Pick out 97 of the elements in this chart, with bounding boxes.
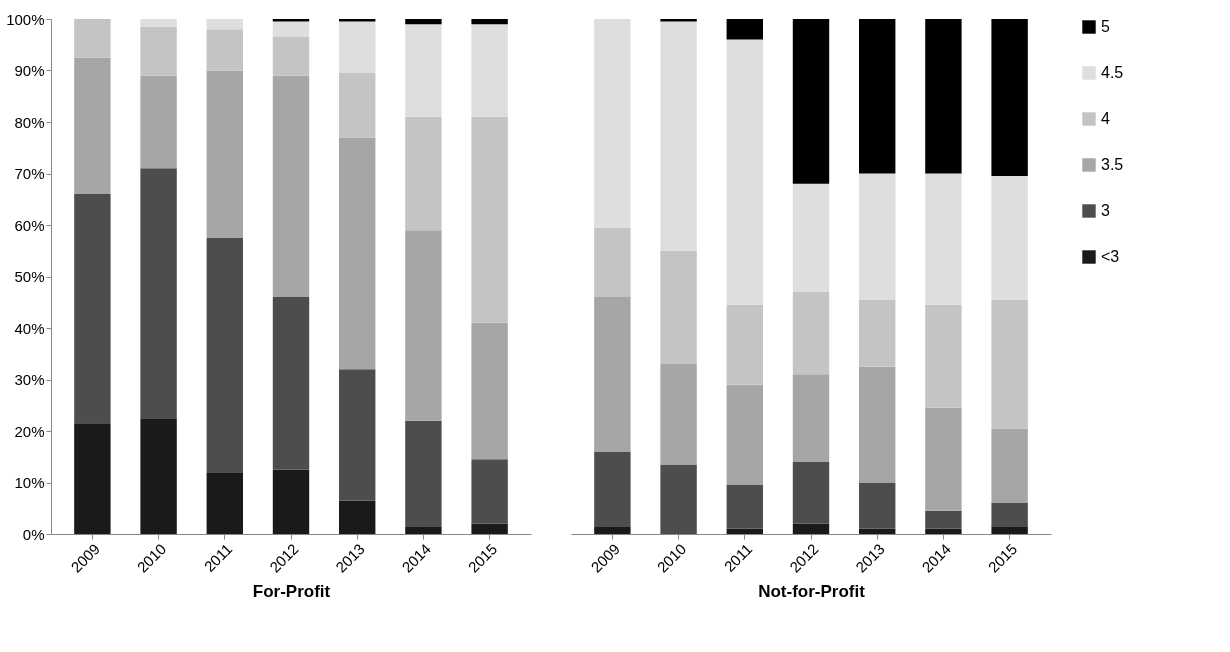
- bar: [140, 19, 177, 27]
- bar: [206, 472, 243, 534]
- bar: [339, 73, 376, 138]
- bar: [206, 19, 243, 30]
- bar: [206, 70, 243, 238]
- bar: [405, 19, 442, 25]
- y-tick-label: 50%: [14, 268, 45, 285]
- bar: [726, 485, 763, 529]
- bar: [991, 428, 1028, 504]
- bar: [925, 407, 962, 511]
- bar: [594, 297, 631, 452]
- bar: [660, 21, 697, 251]
- bar: [339, 500, 376, 534]
- bar: [405, 230, 442, 421]
- bar: [405, 420, 442, 527]
- bar: [140, 26, 177, 76]
- bar: [206, 29, 243, 71]
- y-tick-label: 20%: [14, 422, 45, 440]
- legend-label: 3: [1101, 202, 1110, 219]
- bar: [140, 75, 177, 169]
- bar: [792, 523, 830, 534]
- bar: [471, 459, 508, 524]
- bar: [471, 24, 508, 117]
- bar: [594, 451, 631, 527]
- bar: [726, 304, 763, 385]
- legend-label: 4: [1101, 110, 1110, 127]
- y-tick-label: 70%: [14, 165, 45, 182]
- bar: [859, 19, 896, 174]
- bar: [991, 503, 1028, 527]
- y-tick-label: 60%: [14, 216, 45, 234]
- y-tick-label: 10%: [14, 474, 45, 491]
- bar: [859, 528, 896, 534]
- y-tick-label: 80%: [14, 113, 45, 131]
- bar: [925, 304, 962, 408]
- bar: [925, 528, 962, 534]
- bar: [726, 39, 763, 305]
- bar: [339, 21, 376, 74]
- bar: [792, 291, 830, 375]
- bar: [74, 423, 111, 534]
- x-axis-title: Not-for-Profit: [758, 581, 866, 601]
- bar: [660, 364, 697, 465]
- y-tick-label: 30%: [14, 371, 45, 388]
- y-tick-label: 40%: [14, 319, 45, 337]
- bar: [405, 526, 442, 534]
- bar: [339, 369, 376, 501]
- bar: [660, 19, 697, 22]
- bar: [339, 137, 376, 370]
- bar: [991, 176, 1028, 300]
- bar: [792, 183, 830, 292]
- legend-label: 3.5: [1101, 156, 1124, 173]
- bar: [272, 19, 310, 22]
- bar: [405, 24, 442, 117]
- bar: [859, 173, 896, 300]
- bar: [726, 384, 763, 486]
- bar: [991, 19, 1028, 177]
- bar: [140, 418, 177, 534]
- bar: [859, 299, 896, 367]
- bar: [925, 19, 962, 174]
- bar: [272, 37, 310, 76]
- bar: [925, 173, 962, 305]
- bar: [792, 19, 830, 184]
- bar: [272, 469, 310, 534]
- bar: [74, 57, 111, 195]
- bar: [792, 374, 830, 462]
- bar: [272, 21, 310, 38]
- bar: [859, 366, 896, 483]
- bar: [471, 116, 508, 323]
- bar: [471, 322, 508, 460]
- bar: [74, 194, 111, 424]
- bar: [594, 19, 631, 228]
- bar: [74, 19, 111, 58]
- bar: [206, 237, 243, 473]
- bar: [594, 526, 631, 534]
- bar: [726, 19, 763, 40]
- bar: [471, 523, 508, 534]
- legend-label: 5: [1101, 18, 1110, 35]
- bar: [859, 482, 896, 529]
- bar: [405, 116, 442, 231]
- bar: [272, 297, 310, 470]
- bar: [991, 526, 1028, 534]
- x-axis-title: For-Profit: [252, 581, 331, 601]
- bar: [792, 461, 830, 524]
- bar: [726, 528, 763, 534]
- bar: [594, 227, 631, 298]
- bar: [471, 19, 508, 25]
- bar: [140, 168, 177, 419]
- bar: [660, 250, 697, 365]
- legend-label: 4.5: [1101, 64, 1124, 81]
- legend-label: <3: [1101, 248, 1120, 265]
- bar: [925, 510, 962, 529]
- bar: [272, 75, 310, 298]
- y-tick-label: 0%: [22, 525, 45, 543]
- bar: [339, 19, 376, 22]
- bar: [991, 299, 1028, 429]
- y-tick-label: 100%: [6, 10, 45, 28]
- bar: [660, 464, 697, 534]
- y-tick-label: 90%: [14, 62, 45, 79]
